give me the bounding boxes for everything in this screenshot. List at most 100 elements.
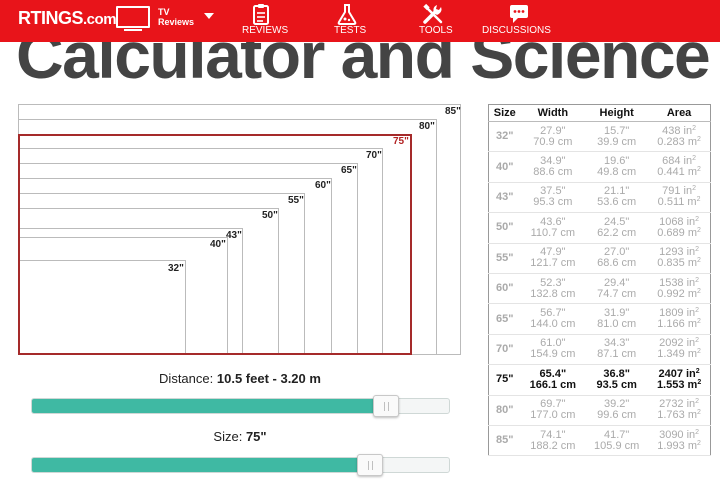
nav-tests[interactable]: TESTS [325, 0, 369, 42]
row-height: 21.1" 53.6 cm [585, 182, 649, 214]
row-size: 50" [488, 212, 521, 244]
size-slider[interactable] [31, 454, 450, 476]
tv-stand-icon [124, 29, 142, 31]
row-height: 39.2" 99.6 cm [585, 395, 649, 426]
header-width: Width [520, 104, 586, 122]
tv-outline-32 [18, 260, 186, 355]
chevron-down-icon[interactable] [204, 13, 214, 19]
row-size: 43" [488, 182, 521, 214]
tv-outline-80 [18, 119, 437, 355]
size-label-55: 55" [288, 195, 304, 206]
row-size: 80" [488, 395, 521, 426]
size-label-70: 70" [366, 150, 382, 161]
row-width: 52.3" 132.8 cm [520, 273, 586, 305]
tv-outline-43 [18, 228, 243, 355]
nav-tools-label: TOOLS [419, 25, 453, 36]
rtings-logo[interactable]: RTINGS.com [18, 8, 117, 28]
table-row: 43" 37.5" 95.3 cm 21.1" 53.6 cm 791 in2 0.511 … [488, 182, 711, 214]
row-area: 2732 in2 1.763 m2 [648, 395, 711, 426]
size-slider-fill [32, 458, 370, 472]
row-area: 684 in2 0.441 m2 [648, 151, 711, 183]
distance-label: Distance: [159, 371, 214, 386]
row-height: 27.0" 68.6 cm [585, 243, 649, 274]
size-label-60: 60" [315, 180, 331, 191]
table-row: 75" 65.4" 166.1 cm 36.8" 93.5 cm 2407 in2 1.55… [488, 364, 711, 396]
table-row: 85" 74.1" 188.2 cm 41.7" 105.9 cm 3090 in2 1.9… [488, 425, 711, 457]
table-row: 70" 61.0" 154.9 cm 34.3" 87.1 cm 2092 in2 1.34… [488, 334, 711, 366]
tv-size-table: Size Width Height Area 32" 27.9" 70.9 cm 15… [488, 104, 711, 457]
row-size: 40" [488, 151, 521, 183]
row-area: 791 in2 0.511 m2 [648, 182, 711, 214]
category-selector[interactable]: TV Reviews [158, 7, 195, 27]
row-width: 65.4" 166.1 cm [520, 364, 586, 396]
row-height: 15.7" 39.9 cm [585, 121, 649, 153]
distance-caption: Distance: 10.5 feet - 3.20 m [0, 371, 480, 386]
size-label-40: 40" [210, 239, 226, 250]
header-area: Area [648, 104, 711, 122]
nav-discussions[interactable]: DISCUSSIONS [482, 0, 556, 42]
table-row: 40" 34.9" 88.6 cm 19.6" 49.8 cm 684 in2 0.441 … [488, 151, 711, 183]
tv-outline-55 [18, 193, 305, 355]
nav-reviews[interactable]: REVIEWS [240, 0, 288, 42]
size-label-85: 85" [445, 106, 461, 117]
distance-value: 10.5 feet - 3.20 m [216, 371, 321, 386]
size-value: 75" [245, 429, 267, 444]
row-size: 85" [488, 425, 521, 457]
table-row: 65" 56.7" 144.0 cm 31.9" 81.0 cm 1809 in2 1.16… [488, 303, 711, 335]
header-size: Size [488, 104, 521, 122]
table-row: 80" 69.7" 177.0 cm 39.2" 99.6 cm 2732 in2 1.76… [488, 395, 711, 426]
row-height: 31.9" 81.0 cm [585, 303, 649, 335]
row-height: 34.3" 87.1 cm [585, 334, 649, 366]
nav-tools[interactable]: TOOLS [410, 0, 456, 42]
tv-outline-60 [18, 178, 332, 355]
row-width: 61.0" 154.9 cm [520, 334, 586, 366]
row-size: 70" [488, 334, 521, 366]
row-area: 3090 in2 1.993 m2 [648, 425, 711, 457]
row-area: 438 in2 0.283 m2 [648, 121, 711, 153]
row-area: 1293 in2 0.835 m2 [648, 243, 711, 274]
tv-outline-50 [18, 208, 279, 355]
size-label-50: 50" [262, 210, 278, 221]
row-height: 36.8" 93.5 cm [585, 364, 649, 396]
row-size: 75" [488, 364, 521, 396]
size-label-75: 75" [393, 136, 409, 147]
row-width: 47.9" 121.7 cm [520, 243, 586, 274]
nav-discussions-label: DISCUSSIONS [482, 25, 551, 36]
nav-tests-label: TESTS [334, 25, 367, 36]
size-slider-handle[interactable] [357, 454, 383, 476]
distance-slider-fill [32, 399, 386, 413]
row-area: 2092 in2 1.349 m2 [648, 334, 711, 366]
row-width: 43.6" 110.7 cm [520, 212, 586, 244]
row-size: 60" [488, 273, 521, 305]
size-label-43: 43" [226, 230, 242, 241]
row-area: 2407 in2 1.553 m2 [648, 364, 711, 396]
flask-icon [337, 4, 357, 25]
table-header-row: Size Width Height Area [488, 104, 711, 122]
tv-outline-40 [18, 237, 228, 355]
row-width: 34.9" 88.6 cm [520, 151, 586, 183]
table-row: 50" 43.6" 110.7 cm 24.5" 62.2 cm 1068 in2 0.68… [488, 212, 711, 244]
clipboard-icon [253, 4, 269, 25]
size-label: Size: [213, 429, 243, 444]
row-height: 19.6" 49.8 cm [585, 151, 649, 183]
distance-slider[interactable] [31, 395, 450, 417]
table-row: 55" 47.9" 121.7 cm 27.0" 68.6 cm 1293 in2 0.83… [488, 243, 711, 274]
row-width: 74.1" 188.2 cm [520, 425, 586, 457]
tv-icon[interactable] [116, 6, 150, 28]
tools-icon [423, 3, 443, 24]
row-height: 41.7" 105.9 cm [585, 425, 649, 457]
row-height: 29.4" 74.7 cm [585, 273, 649, 305]
chat-icon [510, 5, 528, 23]
distance-slider-handle[interactable] [373, 395, 399, 417]
tv-outline-70 [18, 148, 383, 355]
row-area: 1538 in2 0.992 m2 [648, 273, 711, 305]
row-width: 27.9" 70.9 cm [520, 121, 586, 153]
size-label-80: 80" [419, 121, 435, 132]
table-row: 32" 27.9" 70.9 cm 15.7" 39.9 cm 438 in2 0.283 … [488, 121, 711, 153]
row-area: 1068 in2 0.689 m2 [648, 212, 711, 244]
tv-outline-65 [18, 163, 358, 355]
row-size: 32" [488, 121, 521, 153]
top-nav-bar: RTINGS.com TV Reviews REVIEWS TESTS TOOLS [0, 0, 720, 42]
table-row: 60" 52.3" 132.8 cm 29.4" 74.7 cm 1538 in2 0.99… [488, 273, 711, 305]
